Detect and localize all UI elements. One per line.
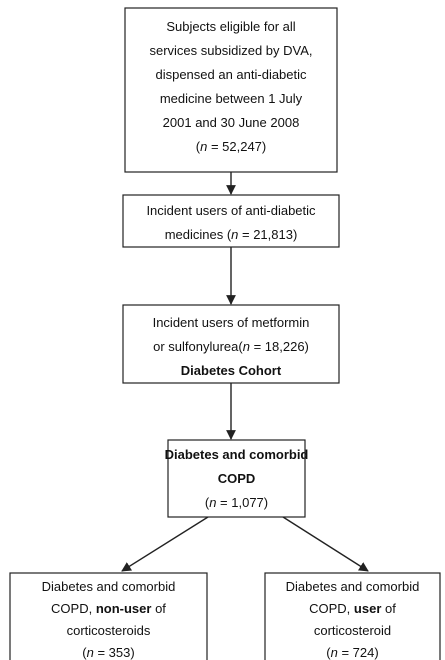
node-text: (n = 52,247) <box>196 139 266 154</box>
text-part: medicines ( <box>165 227 232 242</box>
node-text: Diabetes and comorbid <box>286 579 420 594</box>
text-part: ( <box>205 495 210 510</box>
node-text: Subjects eligible for all <box>166 19 295 34</box>
text-part: user <box>354 601 381 616</box>
text-part: corticosteroids <box>67 623 151 638</box>
node-box <box>124 7 338 173</box>
text-part: COPD <box>218 471 256 486</box>
node: Diabetes and comorbid COPD, user of cortic… <box>264 572 441 660</box>
node-text: (n = 724) <box>326 645 378 660</box>
text-part: COPD, <box>51 601 96 616</box>
text-part: COPD, <box>309 601 354 616</box>
text-part: n <box>200 139 207 154</box>
node-text: corticosteroids <box>67 623 151 638</box>
node-text: Diabetes and comorbid <box>42 579 176 594</box>
node-text: or sulfonylurea(n = 18,226) <box>153 339 309 354</box>
text-part: medicine between 1 July <box>160 91 303 106</box>
text-part: corticosteroid <box>314 623 391 638</box>
text-part: ( <box>326 645 331 660</box>
node-box <box>167 439 306 518</box>
text-part: dispensed an anti-diabetic <box>155 67 307 82</box>
text-part: Diabetes Cohort <box>181 363 282 378</box>
text-part: = 353) <box>94 645 135 660</box>
text-part: Diabetes and comorbid <box>42 579 176 594</box>
text-part: ( <box>82 645 87 660</box>
boxes: Subjects eligible for all services subsid… <box>9 7 441 660</box>
node: Diabetes and comorbid COPD (n = 1,077) <box>165 439 309 518</box>
node: Incident users of anti-diabetic medicines… <box>122 194 340 248</box>
node-box <box>264 572 441 660</box>
node-text: medicines (n = 21,813) <box>165 227 298 242</box>
text-part: = 18,226) <box>250 339 309 354</box>
node-text: Incident users of anti-diabetic <box>146 203 316 218</box>
text-part: n <box>331 645 338 660</box>
text-part: n <box>209 495 216 510</box>
node-text: Diabetes and comorbid <box>165 447 309 462</box>
text-part: Incident users of metformin <box>153 315 310 330</box>
text-part: Incident users of anti-diabetic <box>146 203 316 218</box>
arrow <box>282 516 369 572</box>
text-part: = 1,077) <box>216 495 268 510</box>
node-text: (n = 1,077) <box>205 495 268 510</box>
text-part: Diabetes and comorbid <box>286 579 420 594</box>
text-part: non-user <box>96 601 152 616</box>
arrow <box>121 516 209 572</box>
text-part: n <box>231 227 238 242</box>
node-text: COPD, user of <box>309 601 396 616</box>
text-part: n <box>243 339 250 354</box>
text-part: 2001 and 30 June 2008 <box>163 115 300 130</box>
node-text: COPD <box>218 471 256 486</box>
node-text: Incident users of metformin <box>153 315 310 330</box>
node-box <box>122 304 340 384</box>
node-text: medicine between 1 July <box>160 91 303 106</box>
text-part: of <box>151 601 166 616</box>
text-part: Diabetes and comorbid <box>165 447 309 462</box>
text-part: or sulfonylurea( <box>153 339 243 354</box>
text-part: of <box>381 601 396 616</box>
node-text: services subsidized by DVA, <box>149 43 312 58</box>
text-part: = 21,813) <box>238 227 297 242</box>
node: Subjects eligible for all services subsid… <box>124 7 338 173</box>
text-part: ( <box>196 139 201 154</box>
node-box <box>122 194 340 248</box>
node-text: (n = 353) <box>82 645 134 660</box>
text-part: n <box>87 645 94 660</box>
node-text: dispensed an anti-diabetic <box>155 67 307 82</box>
node: Incident users of metformin or sulfonylur… <box>122 304 340 384</box>
text-part: = 52,247) <box>207 139 266 154</box>
text-part: services subsidized by DVA, <box>149 43 312 58</box>
text-part: = 724) <box>338 645 379 660</box>
node-text: COPD, non-user of <box>51 601 166 616</box>
node-text: corticosteroid <box>314 623 391 638</box>
node-box <box>9 572 208 660</box>
text-part: Subjects eligible for all <box>166 19 295 34</box>
node-text: 2001 and 30 June 2008 <box>163 115 300 130</box>
node-text: Diabetes Cohort <box>181 363 282 378</box>
